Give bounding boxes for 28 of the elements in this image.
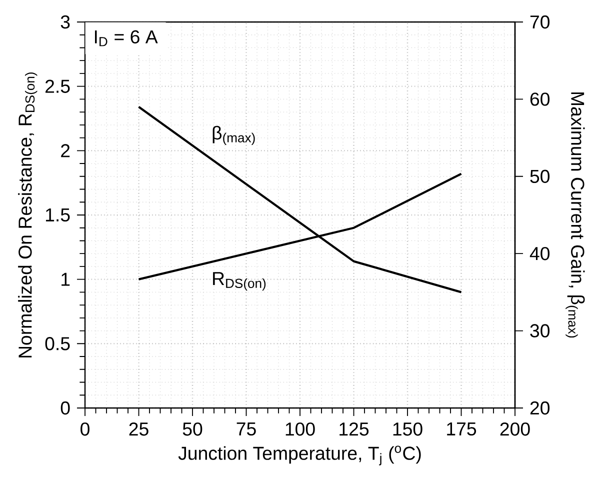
y-tick-label: 2 <box>61 144 70 158</box>
x-tick-label: 25 <box>129 422 148 436</box>
x-tick-label: 75 <box>236 422 256 436</box>
x-tick-label: 0 <box>80 422 90 436</box>
annotation: I$_{D}$ = 6 A <box>94 30 158 46</box>
y2-tick-label: 40 <box>530 246 550 260</box>
y2-tick-label: 30 <box>530 324 550 338</box>
y-tick-label: 0.5 <box>45 337 70 350</box>
x-tick-label: 150 <box>393 422 422 436</box>
y2-tick-label: 50 <box>530 170 550 184</box>
y-axis-title: Normalized On Resistance, R$_{DS(on)}$ <box>18 72 38 358</box>
x-tick-label: 125 <box>340 422 369 436</box>
y2-tick-label: 60 <box>530 92 550 106</box>
x-tick-label: 175 <box>447 422 476 436</box>
x-tick-label: 50 <box>182 422 202 436</box>
y-tick-label: 2.5 <box>46 80 70 93</box>
x-axis-title: Junction Temperature, T$_{j}$ ($^{o}$C) <box>178 446 421 466</box>
series-label: R$_{DS(on)}$ <box>213 272 266 291</box>
y2-tick-label: 20 <box>530 401 550 415</box>
y-tick-label: 1 <box>62 272 70 286</box>
y-tick-label: 0 <box>60 401 70 415</box>
x-tick-label: 200 <box>500 422 530 436</box>
y-tick-label: 1.5 <box>46 208 70 222</box>
series-label: β$_{(max)}$ <box>212 126 255 145</box>
x-tick-label: 100 <box>286 422 315 436</box>
y2-axis-title: Maximum Current Gain, β$_{(max)}$ <box>566 92 585 338</box>
y-tick-label: 3 <box>60 15 70 29</box>
y2-tick-label: 70 <box>530 15 550 29</box>
